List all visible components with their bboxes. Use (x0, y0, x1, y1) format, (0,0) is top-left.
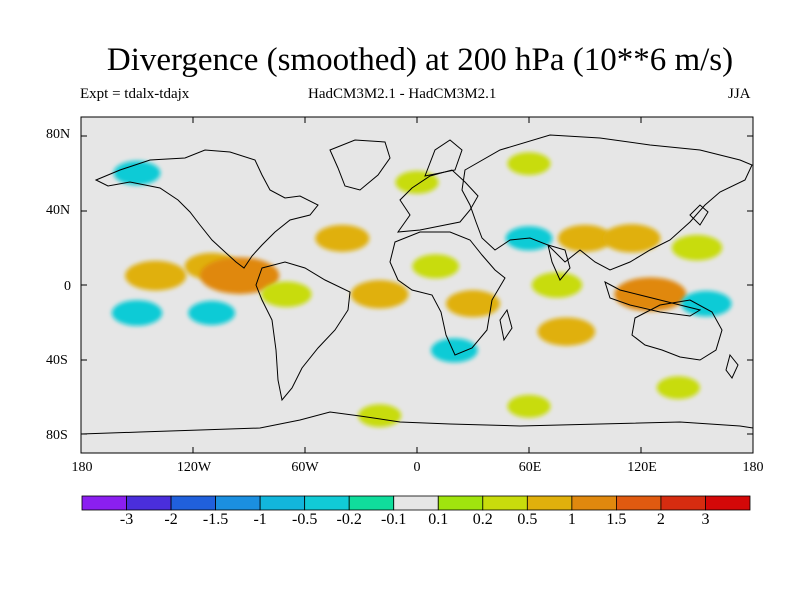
coastline-south-america (255, 261, 351, 402)
colorbar (81, 495, 751, 511)
lon-label-120w: 120W (176, 460, 212, 475)
colorbar-swatch-12 (616, 495, 662, 511)
coastline-new-zealand (725, 353, 739, 379)
lon-label-120e: 120E (627, 460, 657, 475)
tick-marks (81, 117, 753, 453)
colorbar-swatch-9 (482, 495, 528, 511)
anomaly-blob-5 (261, 281, 312, 308)
coastline-australia (631, 299, 723, 361)
coastline-madagascar (499, 308, 513, 342)
anomaly-blob-7 (350, 280, 409, 309)
anomaly-blob-8 (412, 254, 460, 279)
anomaly-blob-15 (671, 234, 723, 261)
lon-label-180e: 180 (742, 460, 764, 475)
model-label: HadCM3M2.1 - HadCM3M2.1 (308, 86, 497, 102)
coastline-europe (396, 169, 479, 233)
anomaly-blob-18 (430, 338, 478, 363)
anomaly-blob-22 (113, 160, 161, 186)
anomaly-blob-13 (602, 224, 661, 253)
colorbar-label: -1 (253, 511, 267, 528)
anomaly-blob-20 (507, 394, 551, 418)
colorbar-label: 1 (567, 511, 576, 528)
colorbar-swatch-0 (81, 495, 127, 511)
colorbar-label: 3 (701, 511, 710, 528)
colorbar-label: 0.1 (428, 511, 449, 528)
experiment-label: Expt = tdalx-tdajx (80, 86, 190, 102)
anomaly-blob-12 (558, 224, 612, 252)
lon-label-0: 0 (413, 460, 421, 475)
anomaly-blob-3 (111, 300, 163, 326)
anomaly-blob-17 (537, 317, 596, 346)
colorbar-swatch-11 (571, 495, 617, 511)
anomaly-blob-23 (395, 170, 439, 194)
colorbar-label: 1.5 (606, 511, 627, 528)
coastline-asia (461, 134, 753, 271)
lon-label-60w: 60W (291, 460, 319, 475)
colorbar-swatch-3 (215, 495, 261, 511)
anomaly-blob-0 (125, 260, 187, 291)
colorbar-swatch-6 (348, 495, 395, 511)
coastline-scandinavia (424, 139, 463, 177)
lon-label-180w: 180 (71, 460, 93, 475)
colorbar-label: -0.1 (381, 511, 407, 528)
colorbar-swatch-2 (170, 495, 216, 511)
colorbar-swatch-14 (705, 495, 751, 511)
lat-label-0: 0 (64, 279, 71, 294)
colorbar-swatch-1 (126, 495, 172, 511)
colorbar-label: 2 (656, 511, 665, 528)
lon-label-60e: 60E (518, 460, 542, 475)
season-label: JJA (728, 86, 751, 102)
anomaly-blob-4 (188, 300, 236, 326)
coastline-japan (689, 204, 709, 226)
coastline-north-america (94, 149, 319, 269)
lat-label-80s: 80S (46, 428, 68, 443)
anomaly-blob-9 (446, 290, 500, 318)
anomaly-blob-6 (315, 224, 370, 252)
anomaly-blob-11 (531, 272, 583, 298)
colorbar-swatch-7 (393, 495, 439, 511)
lat-label-80n: 80N (46, 127, 71, 142)
anomaly-blob-16 (681, 290, 732, 317)
coastline-greenland (329, 139, 391, 191)
anomaly-blob-2 (200, 257, 280, 295)
anomaly-blob-14 (614, 277, 687, 312)
colorbar-swatch-5 (304, 495, 350, 511)
coastline-india (547, 244, 571, 281)
chart-title: Divergence (smoothed) at 200 hPa (10**6 … (106, 42, 734, 78)
colorbar-swatch-13 (660, 495, 706, 511)
anomaly-blob-24 (507, 152, 551, 176)
anomaly-blob-19 (358, 404, 402, 428)
colorbar-label: -0.5 (291, 511, 318, 528)
colorbar-swatch-4 (259, 495, 306, 511)
colorbar-swatch-10 (526, 495, 573, 511)
colorbar-label: -3 (119, 511, 134, 528)
anomaly-field (111, 152, 732, 428)
colorbar-label: -2 (164, 511, 178, 528)
coastlines (81, 134, 753, 435)
colorbar-label: 0.5 (517, 511, 538, 528)
anomaly-blob-21 (656, 376, 700, 400)
colorbar-label: -0.2 (336, 511, 362, 528)
colorbar-swatch-8 (437, 495, 484, 511)
lat-label-40s: 40S (46, 353, 68, 368)
lat-label-40n: 40N (46, 203, 71, 218)
coastline-africa (389, 231, 506, 356)
colorbar-label: 0.2 (472, 511, 493, 528)
coastline-indonesia (604, 280, 702, 317)
coastline-antarctica (81, 411, 753, 435)
colorbar-label: -1.5 (202, 511, 229, 528)
